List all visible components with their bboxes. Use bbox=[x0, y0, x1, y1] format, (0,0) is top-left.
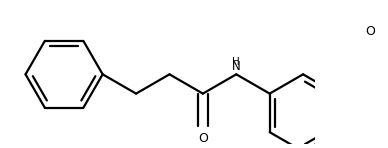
Text: O: O bbox=[198, 132, 208, 145]
Text: H: H bbox=[232, 57, 240, 67]
Text: O: O bbox=[365, 25, 375, 38]
Text: N: N bbox=[232, 60, 241, 73]
